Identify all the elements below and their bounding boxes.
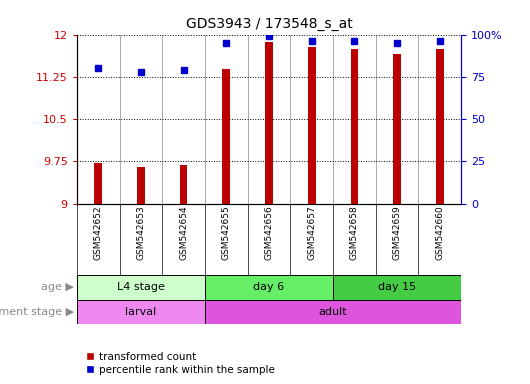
Bar — [77, 300, 205, 324]
Bar — [205, 300, 461, 324]
Text: GSM542654: GSM542654 — [179, 206, 188, 260]
Text: GSM542657: GSM542657 — [307, 206, 316, 260]
Text: GSM542656: GSM542656 — [264, 206, 273, 260]
Bar — [77, 275, 205, 300]
Bar — [137, 167, 145, 204]
Bar — [333, 275, 461, 300]
Text: GSM542655: GSM542655 — [222, 206, 231, 260]
Text: GSM542652: GSM542652 — [94, 206, 103, 260]
Text: GSM542653: GSM542653 — [136, 206, 145, 260]
Bar — [436, 49, 444, 204]
Text: adult: adult — [319, 307, 347, 317]
Bar — [94, 163, 102, 204]
Bar — [393, 54, 401, 204]
Text: development stage ▶: development stage ▶ — [0, 307, 74, 317]
Text: day 6: day 6 — [253, 282, 285, 292]
Bar — [180, 165, 188, 204]
Text: GSM542659: GSM542659 — [393, 206, 402, 260]
Text: day 15: day 15 — [378, 282, 416, 292]
Title: GDS3943 / 173548_s_at: GDS3943 / 173548_s_at — [186, 17, 352, 31]
Bar — [308, 47, 315, 204]
Text: larval: larval — [125, 307, 156, 317]
Text: GSM542658: GSM542658 — [350, 206, 359, 260]
Legend: transformed count, percentile rank within the sample: transformed count, percentile rank withi… — [82, 348, 279, 379]
Bar — [223, 70, 230, 204]
Text: GSM542660: GSM542660 — [435, 206, 444, 260]
Bar — [205, 275, 333, 300]
Bar — [350, 49, 358, 204]
Bar — [265, 42, 273, 204]
Text: L4 stage: L4 stage — [117, 282, 165, 292]
Text: age ▶: age ▶ — [41, 282, 74, 292]
